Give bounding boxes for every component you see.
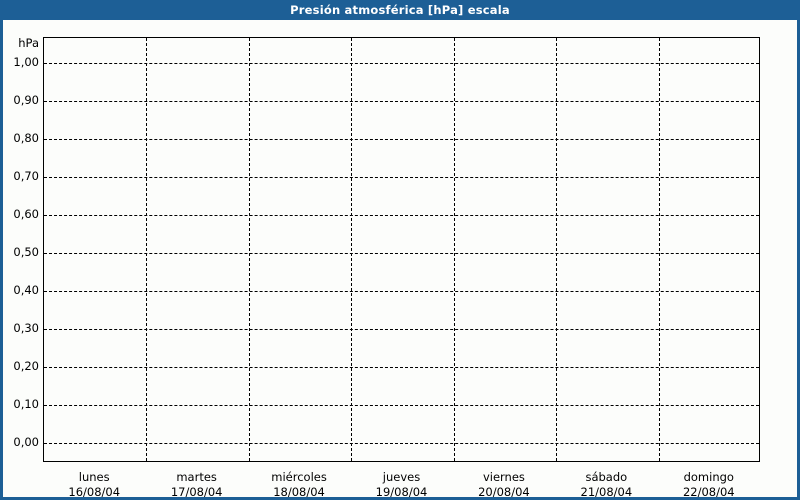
- gridline-vertical: [248, 38, 250, 461]
- x-axis-tick-label: viernes 20/08/04: [478, 470, 530, 499]
- x-axis-day-name: viernes: [482, 470, 525, 484]
- y-axis-tick-label: 0,30: [13, 321, 39, 335]
- gridline-horizontal: [44, 63, 759, 64]
- y-axis-tick-label: 0,00: [13, 435, 39, 449]
- x-axis-tick-label: martes 17/08/04: [170, 470, 223, 499]
- x-axis-tick-label: jueves 19/08/04: [375, 470, 428, 499]
- x-axis-day-name: miércoles: [271, 470, 327, 484]
- y-axis-title: hPa: [18, 36, 39, 50]
- plot-frame: [43, 37, 760, 462]
- x-axis-date: 17/08/04: [170, 485, 223, 499]
- window-title-bar: Presión atmosférica [hPa] escala: [3, 0, 797, 20]
- chart-plot-container: hPa 1,00 0,90 0,80 0,70 0,60 0,50 0,40 0,30 0,20…: [3, 20, 797, 499]
- gridline-vertical: [556, 38, 558, 461]
- x-axis-day-name: domingo: [683, 470, 734, 484]
- x-axis-tick-label: lunes 16/08/04: [68, 470, 121, 499]
- gridline-horizontal: [44, 101, 759, 102]
- gridline-horizontal: [44, 443, 759, 444]
- gridline-horizontal: [44, 253, 759, 254]
- y-axis-tick-label: 0,80: [13, 131, 39, 145]
- x-axis-date: 16/08/04: [68, 485, 121, 499]
- x-axis-tick-label: sábado 21/08/04: [580, 470, 633, 499]
- gridline-vertical: [351, 38, 353, 461]
- gridline-horizontal: [44, 367, 759, 368]
- x-axis-date: 22/08/04: [682, 485, 735, 499]
- gridline-horizontal: [44, 177, 759, 178]
- x-axis-date: 20/08/04: [478, 485, 530, 499]
- x-axis-day-name: jueves: [382, 470, 421, 484]
- x-axis-tick-label: domingo 22/08/04: [682, 470, 735, 499]
- y-axis-tick-label: 0,40: [13, 283, 39, 297]
- x-axis-day-name: lunes: [78, 470, 110, 484]
- gridline-vertical: [658, 38, 660, 461]
- y-axis-tick-label: 0,90: [13, 93, 39, 107]
- x-axis-date: 18/08/04: [273, 485, 325, 499]
- y-axis-tick-label: 0,20: [13, 359, 39, 373]
- gridline-horizontal: [44, 291, 759, 292]
- y-axis-labels: hPa 1,00 0,90 0,80 0,70 0,60 0,50 0,40 0,30 0,20…: [3, 20, 39, 497]
- gridline-vertical: [146, 38, 148, 461]
- x-axis-day-name: sábado: [585, 470, 628, 484]
- y-axis-tick-label: 0,10: [13, 397, 39, 411]
- x-axis-date: 21/08/04: [580, 485, 633, 499]
- y-axis-tick-label: 1,00: [13, 55, 39, 69]
- y-axis-tick-label: 0,70: [13, 169, 39, 183]
- gridline-horizontal: [44, 329, 759, 330]
- page-title: Presión atmosférica [hPa] escala: [290, 3, 510, 17]
- gridline-horizontal: [44, 405, 759, 406]
- x-axis-date: 19/08/04: [375, 485, 428, 499]
- gridline-horizontal: [44, 215, 759, 216]
- x-axis-day-name: martes: [176, 470, 217, 484]
- y-axis-tick-label: 0,50: [13, 245, 39, 259]
- gridline-horizontal: [44, 139, 759, 140]
- x-axis-tick-label: miércoles 18/08/04: [271, 470, 327, 499]
- y-axis-tick-label: 0,60: [13, 207, 39, 221]
- x-axis-labels: lunes 16/08/04 martes 17/08/04 miércoles 18/0…: [3, 20, 797, 499]
- gridline-vertical: [453, 38, 455, 461]
